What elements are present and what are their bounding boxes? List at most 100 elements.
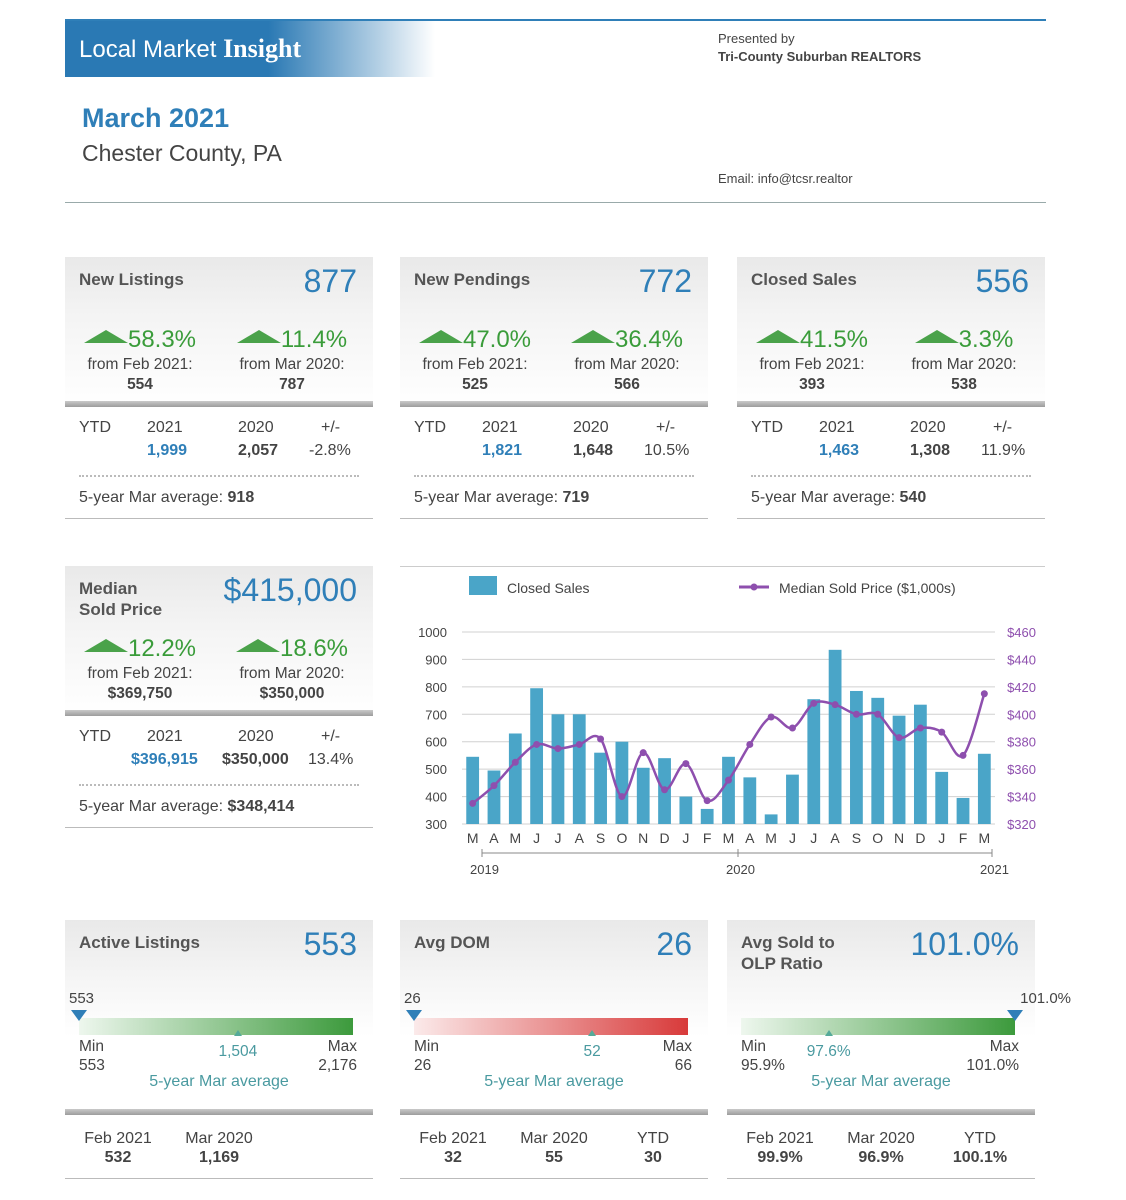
mom-percent-row: 58.3% [65, 325, 215, 355]
mom-percent-row: 12.2% [65, 634, 215, 664]
card-closed-sales: Closed Sales 556 41.5% from Feb 2021: 393 3.3… [737, 257, 1045, 519]
y-left-tick: 500 [425, 762, 447, 777]
y-right-tick: $400 [1007, 707, 1036, 722]
x-tick-label: J [533, 830, 540, 846]
current-value-label: 101.0% [1020, 990, 1071, 1007]
closed-sales-price-chart: Closed Sales Median Sold Price ($1,000s) 3… [400, 566, 1045, 886]
yoy-previous-value: 538 [951, 376, 977, 393]
header-divider [65, 202, 1046, 203]
mom-change: 12.2% from Feb 2021: $369,750 [65, 634, 215, 704]
dotted-divider [414, 475, 694, 477]
y-right-tick: $420 [1007, 680, 1036, 695]
ytd-year-current: 2021 [147, 419, 183, 436]
card-value: $415,000 [223, 572, 357, 608]
x-tick-label: A [745, 830, 755, 846]
ytd-label: YTD [79, 728, 111, 745]
brand-banner: Local Market Insight [65, 21, 435, 77]
yoy-change: 11.4% from Mar 2020: 787 [217, 325, 367, 395]
ytd-section: YTD 2021 2020 +/- 1,999 2,057 -2.8% 5-year Mar … [65, 407, 373, 519]
card-header: New Pendings 772 47.0% from Feb 2021: 525 36.… [400, 257, 708, 407]
yoy-percent-row: 11.4% [217, 325, 367, 355]
footer-stat-value: 96.9% [858, 1149, 904, 1166]
legend-bar-label: Closed Sales [507, 580, 590, 596]
header-top-rule [65, 19, 1046, 21]
footer-stat-label: Mar 2020 [520, 1130, 588, 1147]
footer-stat-value: 55 [545, 1149, 563, 1166]
median-price-point [874, 710, 882, 718]
card-label-line2: Sold Price [79, 600, 163, 619]
x-tick-label: A [830, 830, 840, 846]
footer-stat-label: Feb 2021 [419, 1130, 487, 1147]
range-card-label: Active Listings [79, 933, 200, 952]
mom-previous-value: $369,750 [107, 685, 173, 702]
dotted-divider [79, 475, 359, 477]
card-bottom-rule [400, 518, 708, 519]
yoy-label: from Mar 2020: [574, 356, 680, 373]
average-label: 5-year Mar average [484, 1073, 624, 1090]
current-marker-icon [406, 1010, 422, 1021]
range-card-header: Avg DOM 26 26 Min 26 Max 66 52 5-year Mar averag… [400, 920, 708, 1115]
max-label: Max [989, 1038, 1019, 1055]
range-card-header: Avg Sold to OLP Ratio 101.0% 101.0% Min 95.9%… [727, 920, 1071, 1115]
presented-by-label: Presented by [718, 31, 795, 46]
five-year-average-value: 719 [562, 489, 590, 506]
ytd-current-value: $396,915 [131, 751, 198, 768]
y-right-tick: $360 [1007, 762, 1036, 777]
ytd-year-prior: 2020 [238, 728, 274, 745]
x-tick-label: J [810, 830, 817, 846]
footer-stat-value: 1,169 [198, 1149, 240, 1166]
y-right-tick: $460 [1007, 625, 1036, 640]
min-label: Min [414, 1038, 439, 1055]
card-new-listings: New Listings 877 58.3% from Feb 2021: 554 11.… [65, 257, 373, 519]
card-bottom-rule [737, 518, 1045, 519]
range-card-label-line1: Avg Sold to [741, 933, 835, 952]
y-left-tick: 600 [425, 735, 447, 750]
mom-percent: 12.2% [127, 635, 197, 662]
card-header: New Listings 877 58.3% from Feb 2021: 554 11.… [65, 257, 373, 407]
ytd-prior-value: 1,308 [910, 442, 951, 459]
year-label: 2019 [470, 862, 499, 877]
median-price-point [810, 699, 818, 707]
ytd-label: YTD [414, 419, 446, 436]
median-price-point [831, 701, 839, 709]
x-tick-label: J [682, 830, 689, 846]
closed-sales-bar [722, 756, 735, 824]
x-tick-label: F [703, 830, 712, 846]
contact-email[interactable]: Email: info@tcsr.realtor [718, 171, 853, 186]
closed-sales-bar [636, 767, 650, 824]
y-right-tick: $440 [1007, 652, 1036, 667]
closed-sales-bar [466, 756, 480, 824]
card-avg-sold-olp-ratio: Avg Sold to OLP Ratio 101.0% 101.0% Min 95.9%… [727, 920, 1071, 1179]
ytd-year-prior: 2020 [910, 419, 946, 436]
median-price-point [916, 724, 924, 732]
footer-stat: Mar 2020 96.9% [836, 1129, 926, 1167]
range-card-header: Active Listings 553 553 Min 553 Max 2,176 1,504… [65, 920, 373, 1115]
card-avg-dom: Avg DOM 26 26 Min 26 Max 66 52 5-year Mar averag… [400, 920, 708, 1179]
x-tick-label: O [872, 830, 883, 846]
footer-stat: Feb 2021 99.9% [735, 1129, 825, 1167]
average-marker-icon [588, 1030, 597, 1036]
card-value: 877 [303, 263, 357, 299]
brand-plain: Local Market [79, 36, 224, 63]
x-tick-label: S [852, 830, 861, 846]
yoy-percent: 11.4% [280, 326, 348, 353]
y-left-tick: 900 [425, 652, 447, 667]
range-card-bottom-rule [727, 1178, 1035, 1179]
up-arrow-icon [236, 330, 281, 344]
mom-label: from Feb 2021: [87, 665, 193, 682]
up-arrow-icon [235, 639, 280, 653]
max-value: 101.0% [966, 1057, 1019, 1074]
five-year-average: 5-year Mar average: 918 [79, 489, 254, 507]
closed-sales-bar [743, 777, 757, 824]
ytd-label: YTD [79, 419, 111, 436]
dotted-divider [751, 475, 1031, 477]
ytd-diff-label: +/- [321, 728, 341, 745]
median-price-point [703, 797, 711, 805]
min-value: 553 [79, 1057, 105, 1074]
x-tick-label: J [938, 830, 945, 846]
range-card-value: 553 [303, 926, 357, 962]
y-right-tick: $320 [1007, 817, 1036, 832]
presented-by-block: Presented by Tri-County Suburban REALTOR… [718, 30, 921, 66]
mom-label: from Feb 2021: [422, 356, 528, 373]
five-year-average-value: 540 [899, 489, 927, 506]
